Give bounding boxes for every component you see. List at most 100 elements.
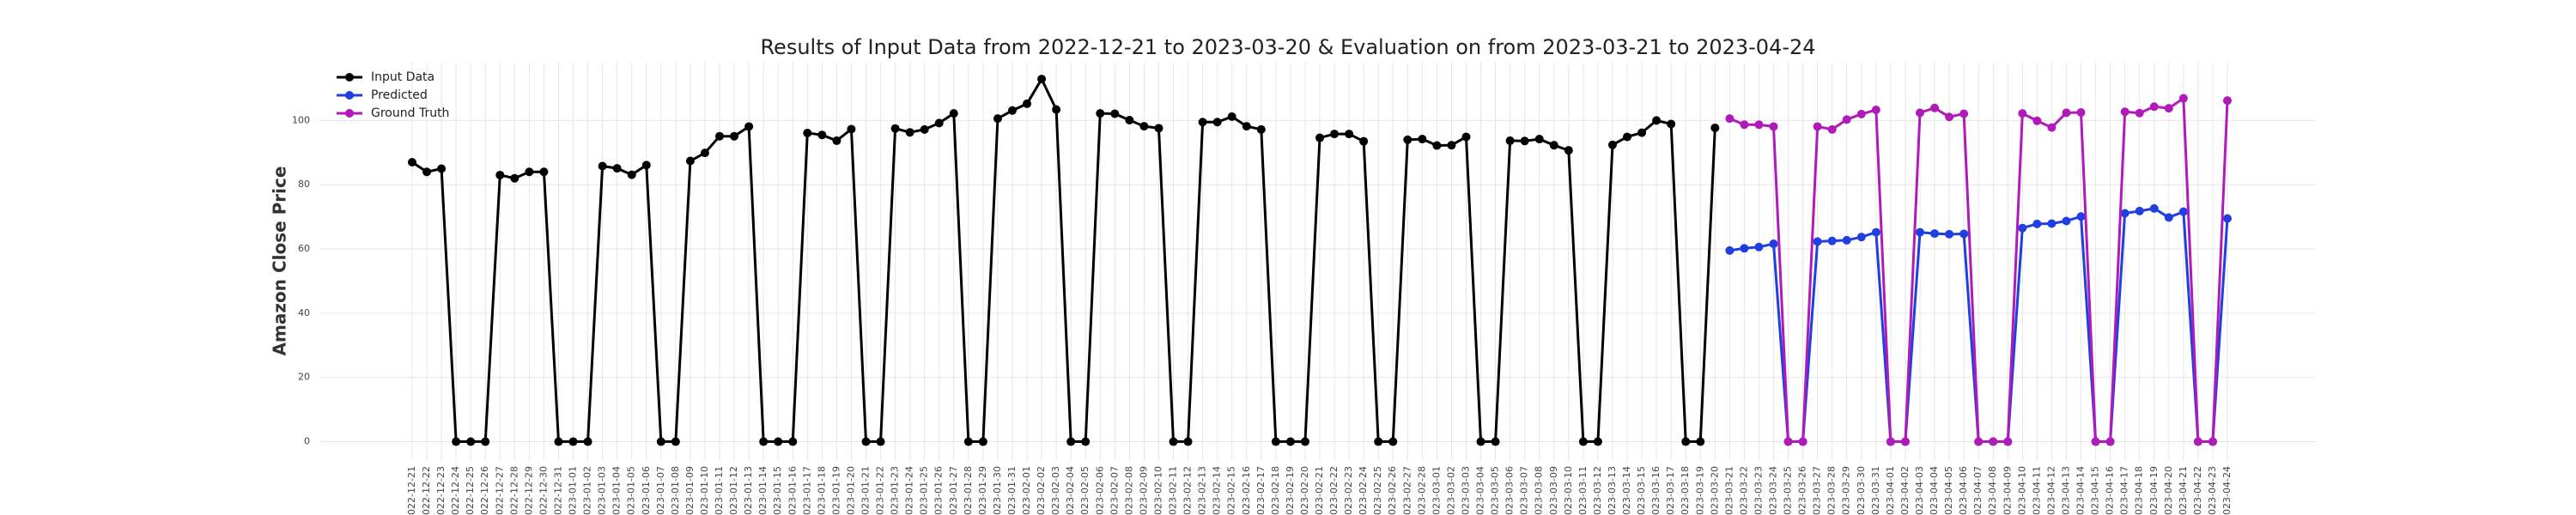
data-point	[774, 437, 783, 446]
data-point	[2047, 123, 2057, 132]
x-tick-label: 2023-04-17	[2119, 466, 2130, 515]
data-point	[1549, 141, 1558, 150]
data-point	[2164, 104, 2173, 113]
data-point	[408, 158, 416, 167]
data-point	[1256, 124, 1266, 134]
x-tick-label: 2023-01-04	[611, 466, 623, 515]
data-point	[1052, 105, 1061, 114]
x-tick-label: 2022-12-22	[421, 466, 432, 515]
x-tick-label: 2023-04-16	[2105, 466, 2116, 515]
y-tick-label: 60	[298, 243, 310, 254]
x-tick-label: 2023-04-23	[2207, 466, 2218, 515]
data-point	[1096, 109, 1105, 118]
x-tick-label: 2022-12-26	[479, 466, 490, 515]
data-point	[803, 128, 812, 137]
x-tick-label: 2023-03-31	[1870, 466, 1881, 515]
data-point	[656, 437, 665, 446]
data-point	[1169, 437, 1178, 446]
data-point	[1930, 103, 1940, 112]
x-tick-label: 2023-02-28	[1416, 466, 1427, 515]
data-point	[1945, 112, 1954, 122]
data-point	[1783, 437, 1793, 446]
x-tick-label: 2023-04-22	[2192, 466, 2203, 515]
x-tick-label: 2023-01-01	[568, 466, 579, 515]
x-tick-label: 2023-01-23	[890, 466, 901, 515]
data-point	[437, 164, 447, 173]
data-point	[1023, 99, 1032, 108]
data-point	[1710, 123, 1720, 132]
x-tick-label: 2023-03-15	[1636, 466, 1647, 515]
data-point	[1725, 245, 1735, 255]
x-tick-label: 2023-03-19	[1694, 466, 1705, 515]
data-point	[1667, 119, 1676, 129]
data-point	[1388, 437, 1398, 446]
data-point	[1681, 437, 1691, 446]
data-point	[1915, 108, 1924, 118]
x-tick-label: 2023-02-25	[1372, 466, 1383, 515]
x-tick-label: 2023-03-18	[1680, 466, 1691, 515]
data-point	[1974, 437, 1984, 446]
x-tick-label: 2023-04-19	[2148, 466, 2160, 515]
x-tick-label: 2023-04-12	[2045, 466, 2057, 515]
x-tick-label: 2023-04-21	[2178, 466, 2189, 515]
x-tick-label: 2023-03-25	[1783, 466, 1794, 515]
data-point	[1827, 124, 1837, 134]
data-point	[993, 114, 1002, 124]
x-tick-label: 2023-03-23	[1753, 466, 1764, 515]
data-point	[1037, 75, 1047, 84]
data-point	[920, 124, 929, 134]
y-tick-label: 100	[292, 114, 310, 125]
chart-title: Results of Input Data from 2022-12-21 to…	[760, 35, 1815, 59]
data-point	[1871, 227, 1880, 237]
data-point	[1315, 133, 1324, 142]
data-point	[2135, 108, 2144, 118]
data-point	[1754, 242, 1764, 251]
data-point	[2164, 213, 2173, 222]
x-tick-label: 2023-04-07	[1972, 466, 1984, 515]
data-point	[1534, 135, 1544, 144]
data-point	[1989, 437, 1998, 446]
data-point	[2178, 207, 2188, 216]
x-tick-label: 2022-12-30	[538, 466, 549, 515]
y-axis-label: Amazon Close Price	[270, 167, 290, 356]
y-tick-label: 0	[304, 436, 310, 447]
data-point	[1359, 136, 1369, 146]
data-point	[1740, 120, 1749, 130]
x-tick-label: 2023-02-09	[1138, 466, 1149, 515]
data-point	[2178, 94, 2188, 103]
data-point	[2105, 437, 2115, 446]
x-tick-label: 2023-03-22	[1738, 466, 1749, 515]
legend-label: Ground Truth	[371, 106, 449, 120]
data-point	[1813, 237, 1822, 246]
data-point	[876, 437, 885, 446]
y-tick-label: 20	[298, 372, 310, 383]
data-point	[1227, 112, 1236, 121]
data-point	[641, 161, 651, 170]
x-tick-label: 2023-03-28	[1826, 466, 1838, 515]
data-point	[978, 437, 987, 446]
x-tick-label: 2023-02-19	[1285, 466, 1296, 515]
data-point	[2047, 219, 2057, 228]
data-point	[1285, 437, 1295, 446]
series-line	[411, 76, 1716, 444]
x-tick-label: 2023-02-10	[1152, 466, 1163, 515]
x-tick-label: 2023-03-08	[1534, 466, 1545, 515]
x-tick-label: 2023-03-17	[1665, 466, 1676, 515]
data-point	[1300, 437, 1309, 446]
data-point	[2032, 116, 2042, 125]
x-tick-label: 2023-03-01	[1431, 466, 1442, 515]
data-point	[2149, 203, 2159, 213]
data-point	[2120, 209, 2129, 218]
data-point	[1491, 437, 1500, 446]
data-point	[890, 124, 900, 133]
data-point	[2091, 437, 2100, 446]
x-tick-label: 2023-03-20	[1709, 466, 1720, 515]
x-tick-label: 2023-01-29	[977, 466, 988, 515]
x-tick-label: 2023-01-06	[641, 466, 652, 515]
data-point	[1212, 118, 1222, 127]
x-tick-label: 2023-04-04	[1929, 466, 1940, 515]
x-tick-label: 2023-03-14	[1621, 466, 1632, 515]
x-tick-label: 2023-04-10	[2016, 466, 2027, 515]
x-tick-label: 2023-02-14	[1212, 466, 1223, 515]
x-tick-label: 2023-01-07	[655, 466, 666, 515]
